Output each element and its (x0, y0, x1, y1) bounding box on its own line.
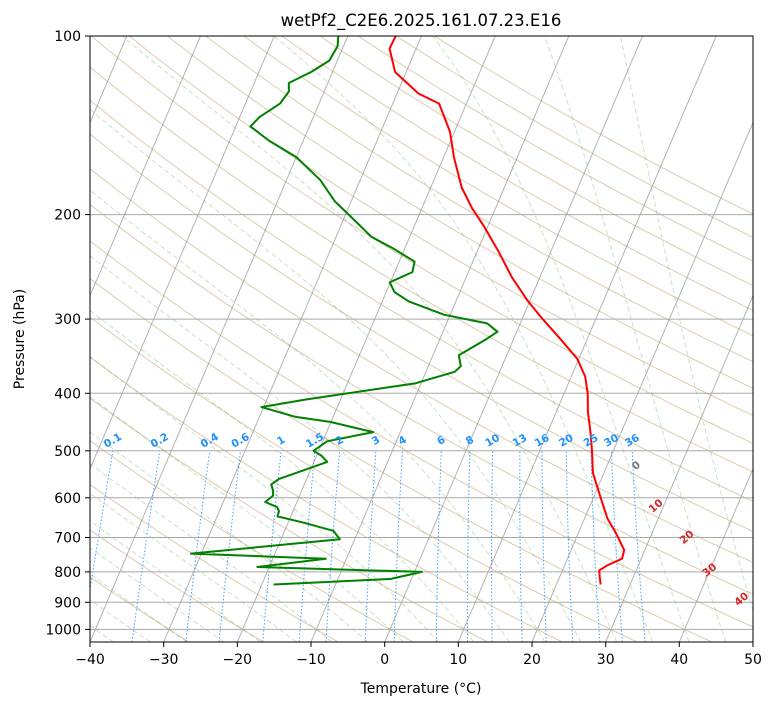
mixing-ratio-label: 2 (334, 434, 346, 448)
moist-adiabat-line (621, 36, 763, 642)
moist-adiabat-lines (0, 36, 762, 642)
dry-adiabat-line (0, 36, 775, 642)
moist-adiabat-line (7, 36, 581, 642)
moist-adiabat-label: 30 (700, 561, 719, 580)
mixing-ratio-line (492, 451, 493, 642)
mixing-ratio-label: 0.2 (149, 431, 171, 451)
sounding-profiles (191, 36, 624, 585)
x-tick-label: 10 (449, 652, 467, 668)
chart-title: wetPf2_C2E6.2025.161.07.23.E16 (281, 11, 562, 31)
moist-adiabat-line (0, 36, 474, 642)
mixing-ratio-line (467, 451, 470, 642)
dry-adiabat-line (0, 36, 775, 642)
temperature-profile-line (390, 36, 625, 585)
y-axis-ticks: 100 200 300 400 500 600 700 800 900 1000 (45, 29, 90, 638)
dry-adiabat-lines (0, 36, 775, 642)
mixing-ratio-label: 10 (483, 432, 502, 450)
mixing-ratio-lines (82, 451, 645, 642)
y-tick-label: 800 (54, 565, 81, 581)
isotherm-line (753, 36, 775, 642)
mixing-ratio-label: 25 (582, 432, 601, 450)
moist-adiabat-label: 0 (630, 459, 643, 473)
x-axis-label: Temperature (°C) (360, 681, 482, 697)
mixing-ratio-line (299, 451, 315, 642)
y-tick-label: 900 (54, 595, 81, 611)
dry-adiabat-line (358, 36, 775, 642)
x-tick-label: 0 (380, 652, 389, 668)
y-axis-label: Pressure (hPa) (12, 289, 28, 389)
moist-adiabat-line (0, 36, 545, 642)
mixing-ratio-label: 20 (557, 432, 576, 450)
skewed-isotherm-lines (0, 36, 775, 642)
isotherm-line (679, 36, 775, 642)
mixing-ratio-label: 1.5 (304, 431, 326, 451)
x-tick-label: 30 (597, 652, 615, 668)
isotherm-line (385, 36, 643, 642)
y-tick-label: 700 (54, 531, 81, 547)
dry-adiabat-line (91, 36, 775, 642)
isotherm-line (16, 36, 274, 642)
moist-adiabat-line (0, 36, 224, 642)
mixing-ratio-line (186, 451, 210, 642)
y-tick-label: 500 (54, 444, 81, 460)
dry-adiabat-line (0, 36, 775, 642)
isotherm-line (606, 36, 775, 642)
x-tick-label: 50 (744, 652, 762, 668)
y-tick-label: 400 (54, 386, 81, 402)
y-tick-label: 300 (54, 312, 81, 328)
x-tick-label: −20 (223, 652, 253, 668)
moist-adiabat-line (545, 36, 726, 642)
x-tick-label: 20 (523, 652, 541, 668)
dry-adiabat-line (206, 36, 775, 642)
isotherm-line (237, 36, 495, 642)
dry-adiabat-label: -10 (21, 429, 39, 451)
moist-adiabat-line (0, 36, 403, 642)
dry-adiabat-line (0, 36, 488, 642)
moist-adiabat-line (0, 36, 187, 642)
dry-adiabat-line (0, 36, 712, 642)
moist-adiabat-line (274, 36, 653, 642)
mixing-ratio-line (566, 451, 573, 642)
dry-adiabat-line (282, 36, 775, 642)
y-tick-label: 600 (54, 491, 81, 507)
x-tick-label: −40 (75, 652, 105, 668)
mixing-ratio-label: 13 (511, 432, 530, 450)
mixing-ratio-line (365, 451, 376, 642)
background-line-labels: -100-90-80-70-60-50-40-30-20-100.10.20.4… (0, 51, 751, 609)
x-tick-label: 40 (670, 652, 688, 668)
mixing-ratio-label: 36 (623, 432, 642, 450)
mixing-ratio-line (219, 451, 241, 642)
dry-adiabat-line (0, 36, 338, 642)
dry-adiabat-line (0, 36, 189, 642)
y-tick-label: 200 (54, 208, 81, 224)
dry-adiabat-line (0, 36, 413, 642)
mixing-ratio-label: 0.4 (199, 431, 221, 451)
x-tick-label: −10 (296, 652, 326, 668)
x-axis-ticks: −40 −30 −20 −10 0 10 20 30 40 50 (75, 642, 762, 668)
moist-adiabat-line (0, 36, 368, 642)
x-tick-label: −30 (149, 652, 179, 668)
moist-adiabat-label: 20 (678, 528, 697, 547)
mixing-ratio-label: 6 (435, 434, 447, 448)
y-tick-label: 1000 (45, 622, 81, 638)
y-tick-label: 100 (54, 29, 81, 45)
moist-adiabat-label: 10 (647, 497, 666, 516)
dry-adiabat-line (0, 36, 775, 642)
mixing-ratio-label: 16 (533, 432, 552, 450)
mixing-ratio-label: 8 (464, 434, 476, 448)
mixing-ratio-line (436, 451, 441, 642)
mixing-ratio-line (612, 451, 623, 642)
dry-adiabat-line (0, 36, 637, 642)
mixing-ratio-label: 0.6 (229, 431, 251, 451)
